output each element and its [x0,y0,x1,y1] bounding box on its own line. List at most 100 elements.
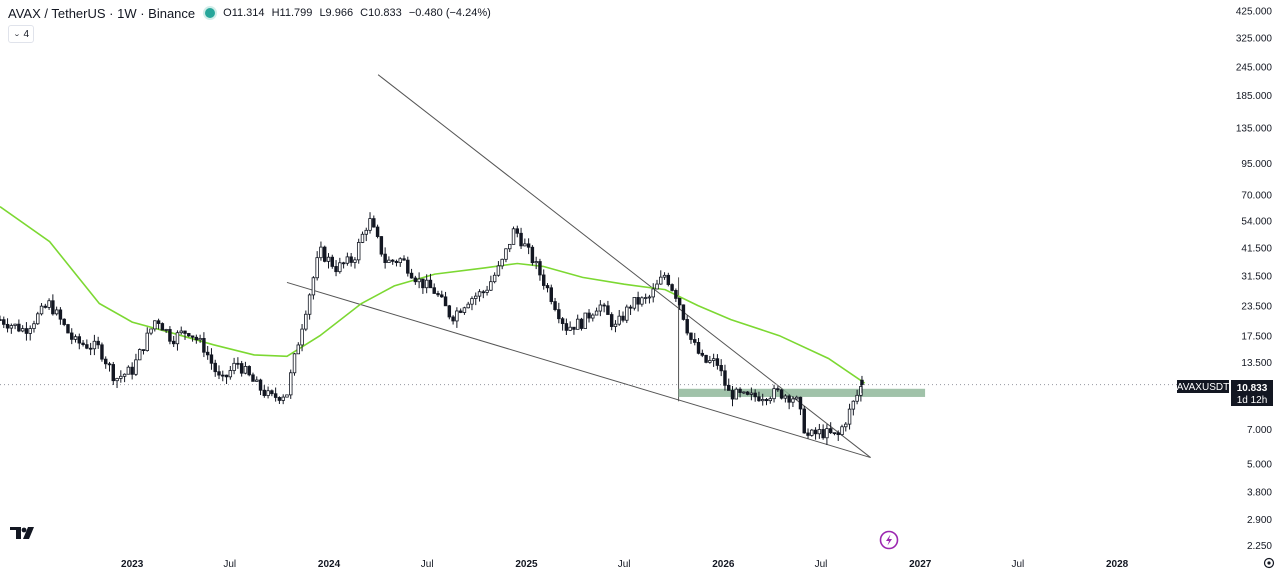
y-tick-label: 425.000 [1236,6,1273,17]
candle-body [828,428,833,434]
candle-body [813,429,818,435]
candle-body [794,396,799,400]
current-candle-body [860,379,864,386]
candle-body [353,259,357,263]
candle-body [662,274,667,278]
candle-body [810,429,814,436]
candle-body [372,218,376,228]
candle-body [489,281,493,291]
x-tick-label: Jul [1011,559,1024,570]
candle-body [262,389,267,396]
candle-body [466,303,470,309]
candle-body [239,363,244,374]
x-tick-label: 2023 [121,559,144,570]
candle-body [130,366,134,375]
candle-body [757,396,761,402]
flash-icon[interactable] [879,530,899,550]
candle-body [375,226,380,237]
settings-gear-icon[interactable] [1263,557,1275,569]
candle-body [708,360,712,363]
candle-body [232,362,236,371]
y-tick-label: 3.800 [1247,487,1272,498]
y-tick-label: 7.000 [1247,425,1272,436]
candle-body [187,333,191,337]
candle-body [315,257,319,279]
tv-logo-dot [21,527,27,533]
candle-body [440,294,444,298]
candle-body [643,297,648,299]
last-price-label: AVAXUSDT 10.833 1d 12h [1177,380,1273,406]
candle-body [304,313,308,330]
indicator-count: 4 [23,28,30,40]
x-tick-label: 2025 [515,559,538,570]
chevron-down-icon: ⌄ [12,30,21,38]
candle-body [693,339,697,343]
y-tick-label: 70.000 [1241,190,1272,201]
indicators-toggle-button[interactable]: ⌄ 4 [8,25,34,43]
candle-body [421,278,425,289]
candle-body [209,354,214,364]
symbol-title[interactable]: AVAX / TetherUS · 1W · Binance [8,5,196,21]
candle-body [674,290,678,299]
candle-body [572,326,576,330]
candle-body [458,310,463,313]
price-axis[interactable]: 425.000 325.000 245.000 185.000 135.000 95.00… [1236,6,1273,552]
tv-logo-t [10,527,21,539]
candle-body [689,332,693,340]
candle-body [13,323,17,326]
candle-body [66,324,70,334]
candle-body [387,259,391,264]
candle-body [481,291,486,294]
candle-body [156,320,161,324]
candle-body [345,256,350,264]
candle-body [413,277,418,283]
candle-body [727,384,731,391]
candle-body [183,330,187,334]
x-tick-label: 2027 [909,559,932,570]
candle-body [515,228,520,234]
candle-body [715,358,720,366]
candle-body [617,315,621,325]
candle-body [236,362,240,365]
candle-body [296,344,301,355]
candle-body [791,398,795,403]
candle-body [213,362,217,373]
candle-body [171,340,176,345]
candle-body [54,309,59,315]
y-tick-label: 17.500 [1241,332,1272,343]
candle-body [519,232,523,247]
candle-body [545,285,550,289]
candle-body [92,340,97,350]
candle-body [855,394,859,402]
plot-area[interactable] [0,74,1232,459]
candle-body [104,358,108,365]
change-value: −0.480 (−4.24%) [408,7,491,19]
time-axis[interactable]: 2023 Jul 2024 Jul 2025 Jul 2026 Jul 2027 Jul 2028 [121,559,1129,570]
candle-body [338,262,342,273]
y-tick-label: 13.500 [1241,358,1272,369]
candle-body [58,309,63,320]
candle-body [666,274,671,285]
candle-body [334,266,338,273]
candle-body [753,392,757,398]
candle-body [221,374,225,377]
candle-body [175,332,180,345]
tradingview-logo[interactable] [10,527,34,539]
candle-body [341,262,346,265]
price-tag-bg [1231,380,1273,406]
candle-body [541,274,546,286]
candle-body [704,354,708,363]
candle-body [821,429,825,439]
y-tick-label: 2.900 [1247,515,1272,526]
x-tick-label: Jul [815,559,828,570]
candle-body [289,372,293,396]
candle-body [168,329,172,342]
candle-body [273,393,278,398]
y-tick-label: 2.250 [1247,541,1272,552]
candle-body [485,289,489,293]
candle-body [526,243,531,248]
candle-body [277,397,282,401]
trend-line [286,281,871,459]
candle-body [719,365,723,372]
